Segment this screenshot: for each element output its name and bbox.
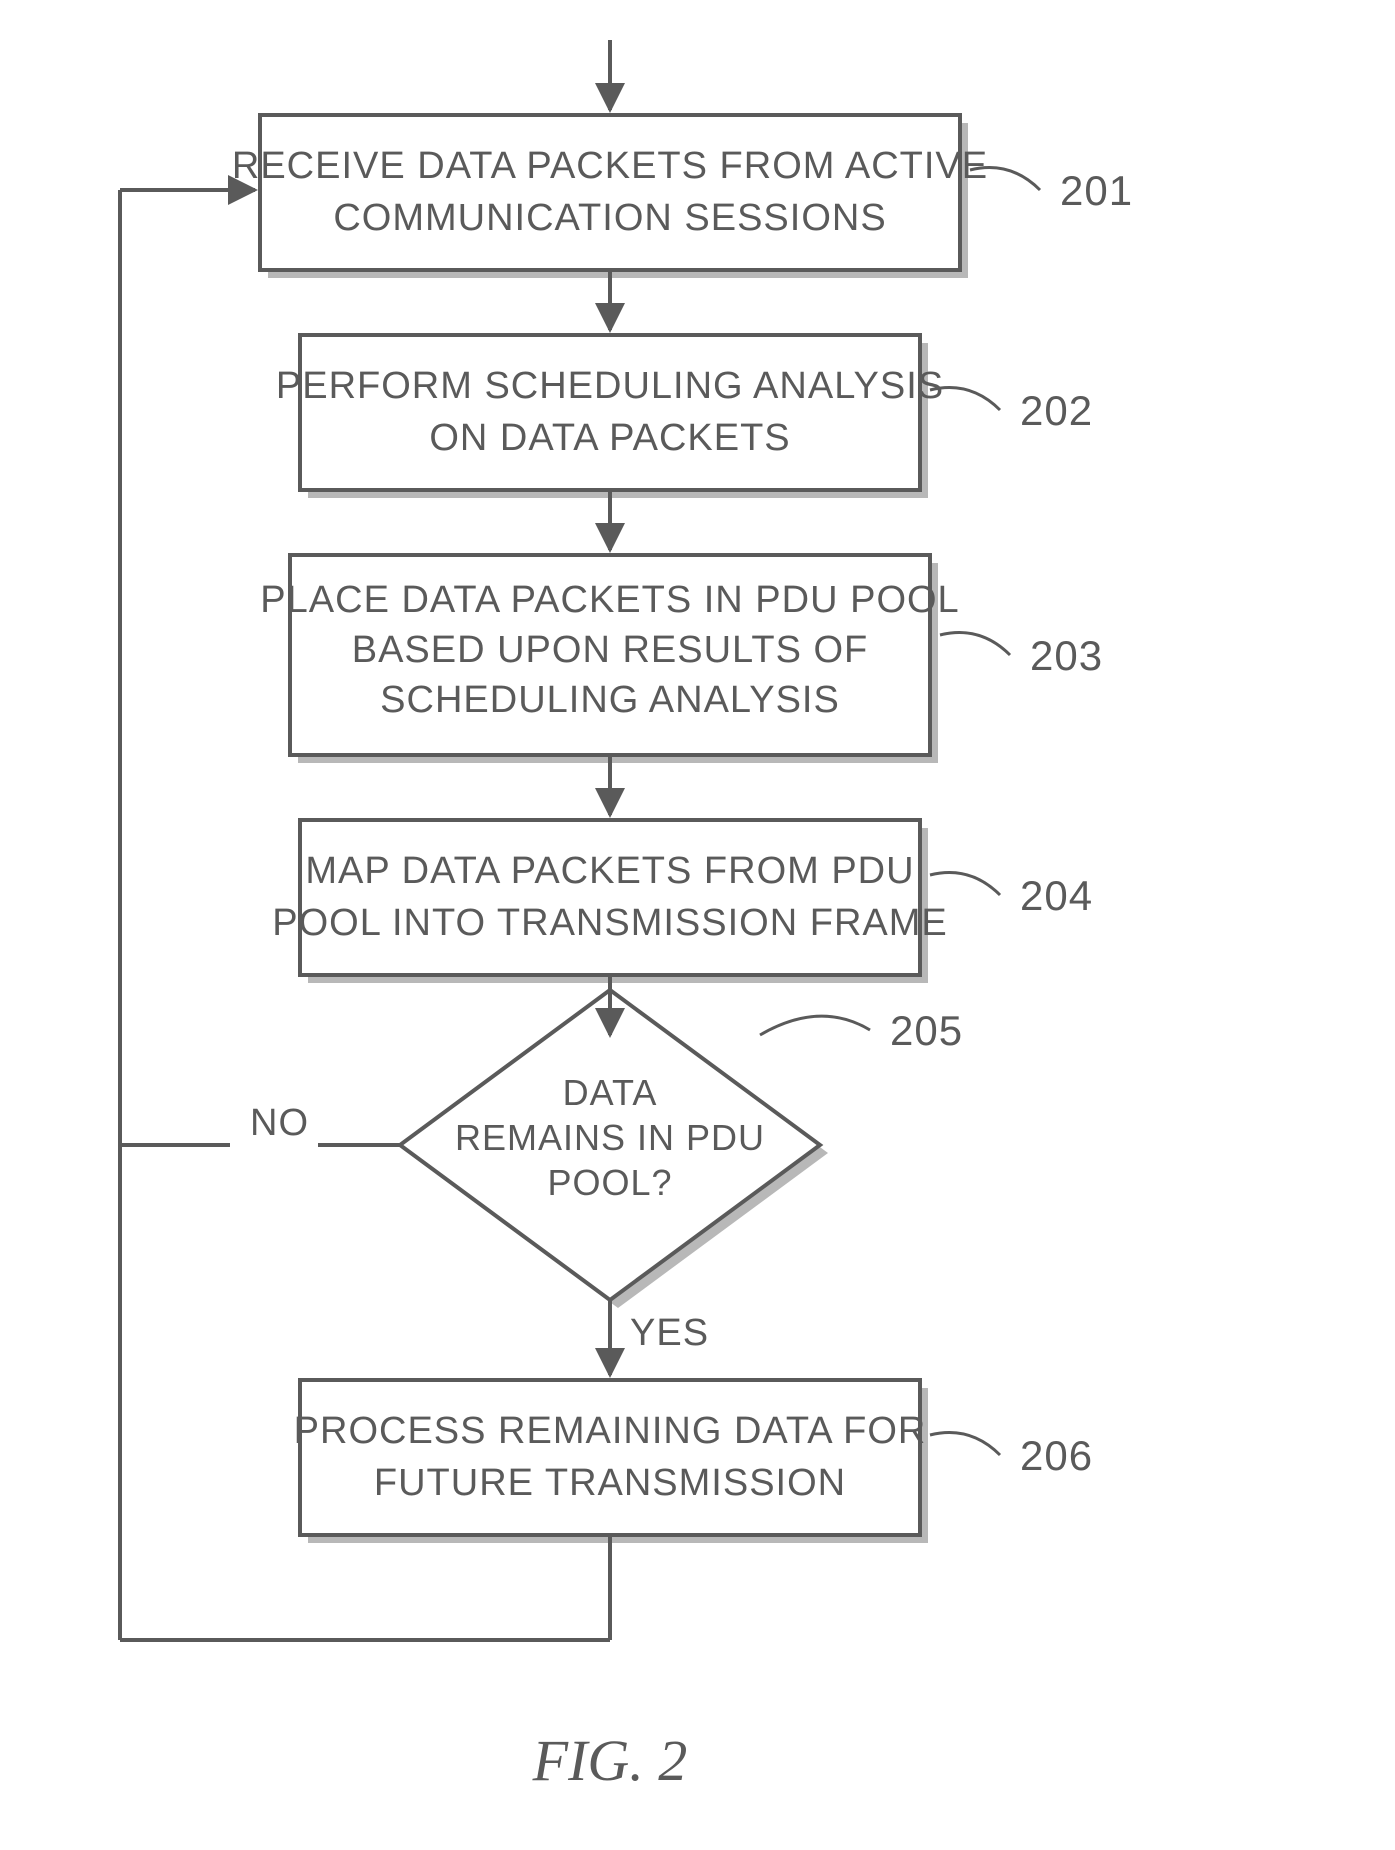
step-201: RECEIVE DATA PACKETS FROM ACTIVE COMMUNI…	[232, 115, 988, 278]
step-206: PROCESS REMAINING DATA FOR FUTURE TRANSM…	[294, 1380, 928, 1543]
figure-caption: FIG. 2	[532, 1728, 688, 1793]
label-206: 206	[1020, 1432, 1093, 1479]
step-203-line1: PLACE DATA PACKETS IN PDU POOL	[260, 579, 959, 621]
step-202-line2: ON DATA PACKETS	[429, 417, 790, 459]
no-label: NO	[250, 1102, 309, 1144]
decision-205-line2: REMAINS IN PDU	[455, 1117, 765, 1158]
step-201-line1: RECEIVE DATA PACKETS FROM ACTIVE	[232, 145, 988, 187]
label-204: 204	[1020, 872, 1093, 919]
step-203: PLACE DATA PACKETS IN PDU POOL BASED UPO…	[260, 555, 959, 763]
step-203-line2: BASED UPON RESULTS OF	[352, 629, 869, 671]
label-connector-203	[940, 633, 1010, 656]
decision-205: DATA REMAINS IN PDU POOL?	[400, 990, 828, 1308]
step-204-line1: MAP DATA PACKETS FROM PDU	[305, 850, 914, 892]
decision-205-line1: DATA	[563, 1072, 658, 1113]
label-201: 201	[1060, 167, 1133, 214]
decision-205-line3: POOL?	[547, 1162, 672, 1203]
label-connector-206	[930, 1433, 1000, 1456]
step-206-line1: PROCESS REMAINING DATA FOR	[294, 1410, 927, 1452]
label-202: 202	[1020, 387, 1093, 434]
step-204-line2: POOL INTO TRANSMISSION FRAME	[272, 902, 948, 944]
step-201-line2: COMMUNICATION SESSIONS	[333, 197, 886, 239]
step-202-line1: PERFORM SCHEDULING ANALYSIS	[276, 365, 944, 407]
flowchart-diagram: RECEIVE DATA PACKETS FROM ACTIVE COMMUNI…	[0, 0, 1395, 1850]
yes-label: YES	[630, 1312, 709, 1354]
step-204: MAP DATA PACKETS FROM PDU POOL INTO TRAN…	[272, 820, 948, 983]
label-connector-204	[930, 873, 1000, 896]
label-connector-205	[760, 1016, 870, 1035]
label-205: 205	[890, 1007, 963, 1054]
step-203-line3: SCHEDULING ANALYSIS	[380, 679, 840, 721]
step-206-line2: FUTURE TRANSMISSION	[374, 1462, 846, 1504]
label-203: 203	[1030, 632, 1103, 679]
step-202: PERFORM SCHEDULING ANALYSIS ON DATA PACK…	[276, 335, 944, 498]
